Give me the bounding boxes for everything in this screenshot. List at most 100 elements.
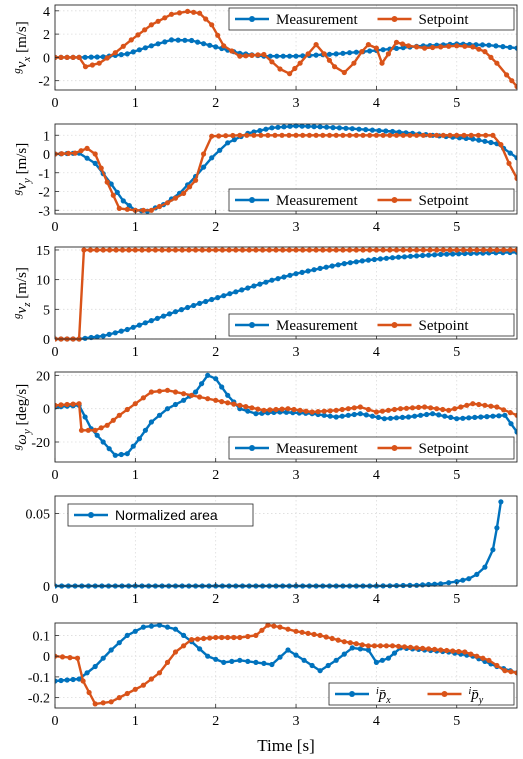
data-point — [476, 46, 482, 52]
data-point — [367, 132, 373, 138]
data-point — [313, 247, 319, 253]
data-point — [72, 150, 78, 156]
data-point — [172, 401, 179, 408]
data-point — [446, 407, 452, 413]
data-point — [233, 247, 239, 253]
data-point — [329, 635, 335, 642]
data-point — [480, 655, 486, 661]
data-point — [514, 83, 517, 90]
data-point — [326, 57, 332, 63]
data-point — [59, 654, 66, 660]
data-point — [320, 132, 326, 138]
data-point — [514, 670, 517, 676]
data-point — [172, 309, 179, 315]
data-point — [454, 247, 460, 253]
data-point — [347, 640, 353, 646]
x-tick-label: 2 — [212, 592, 219, 607]
data-point — [407, 644, 414, 651]
data-point — [84, 155, 90, 161]
legend-swatch-marker — [249, 445, 255, 451]
data-point — [168, 37, 175, 43]
data-point — [508, 669, 514, 675]
data-point — [118, 328, 124, 334]
data-point — [446, 43, 452, 49]
data-point — [168, 11, 175, 17]
data-point — [231, 137, 237, 143]
data-point — [88, 54, 94, 60]
y-axis-label: gωy [deg/s] — [11, 384, 33, 450]
data-point — [452, 406, 458, 412]
data-point — [327, 413, 333, 419]
y-tick-label: 0 — [43, 403, 50, 418]
data-point — [64, 54, 70, 61]
data-point — [186, 247, 192, 253]
data-point — [416, 404, 422, 410]
data-point — [203, 298, 209, 305]
data-point — [231, 401, 237, 407]
data-point — [405, 43, 412, 49]
data-point — [201, 164, 207, 170]
data-point — [156, 388, 163, 394]
x-tick-label: 0 — [52, 345, 59, 360]
data-point — [341, 639, 347, 645]
data-point — [335, 637, 341, 643]
data-point — [119, 247, 126, 253]
data-point — [281, 124, 287, 130]
data-point — [164, 624, 171, 630]
data-point — [480, 247, 487, 253]
data-point — [514, 412, 517, 418]
data-point — [285, 406, 291, 412]
data-point — [287, 53, 293, 59]
data-point — [100, 700, 106, 706]
data-point — [391, 650, 398, 656]
data-point — [197, 10, 203, 16]
data-point — [273, 247, 279, 253]
data-point — [343, 125, 349, 131]
data-point — [434, 132, 440, 138]
data-point — [156, 203, 163, 210]
data-point — [124, 51, 130, 57]
x-tick-label: 1 — [132, 96, 139, 111]
data-point — [277, 66, 283, 72]
data-point — [432, 252, 438, 258]
data-point — [306, 247, 312, 253]
data-point — [195, 636, 201, 642]
data-point — [100, 439, 106, 445]
data-point — [357, 411, 363, 417]
x-tick-label: 3 — [293, 714, 300, 729]
data-point — [78, 427, 85, 433]
data-point — [287, 71, 293, 77]
data-point — [347, 247, 353, 253]
data-point — [426, 646, 432, 652]
data-point — [324, 124, 330, 130]
data-point — [94, 334, 100, 340]
legend-swatch-marker — [391, 445, 398, 451]
data-point — [351, 405, 357, 411]
data-point — [285, 626, 291, 632]
data-point — [164, 200, 171, 206]
data-point — [112, 50, 118, 56]
x-tick-label: 2 — [212, 220, 219, 235]
data-point — [96, 60, 102, 66]
data-point — [253, 632, 259, 639]
y-tick-label: -1 — [38, 167, 50, 182]
data-point — [293, 123, 299, 129]
data-point — [389, 643, 396, 649]
data-point — [353, 259, 359, 265]
data-point — [380, 247, 386, 253]
data-point — [154, 315, 160, 321]
data-point — [92, 160, 98, 166]
data-point — [341, 651, 347, 657]
x-tick-label: 1 — [132, 592, 139, 607]
data-point — [467, 247, 473, 253]
data-point — [104, 422, 110, 428]
data-point — [507, 150, 513, 156]
data-point — [347, 132, 353, 138]
data-point — [245, 658, 251, 665]
data-point — [207, 42, 213, 48]
data-point — [207, 635, 213, 641]
data-point — [205, 372, 211, 378]
data-point — [321, 51, 327, 57]
data-point — [287, 123, 293, 129]
data-point — [385, 407, 391, 413]
